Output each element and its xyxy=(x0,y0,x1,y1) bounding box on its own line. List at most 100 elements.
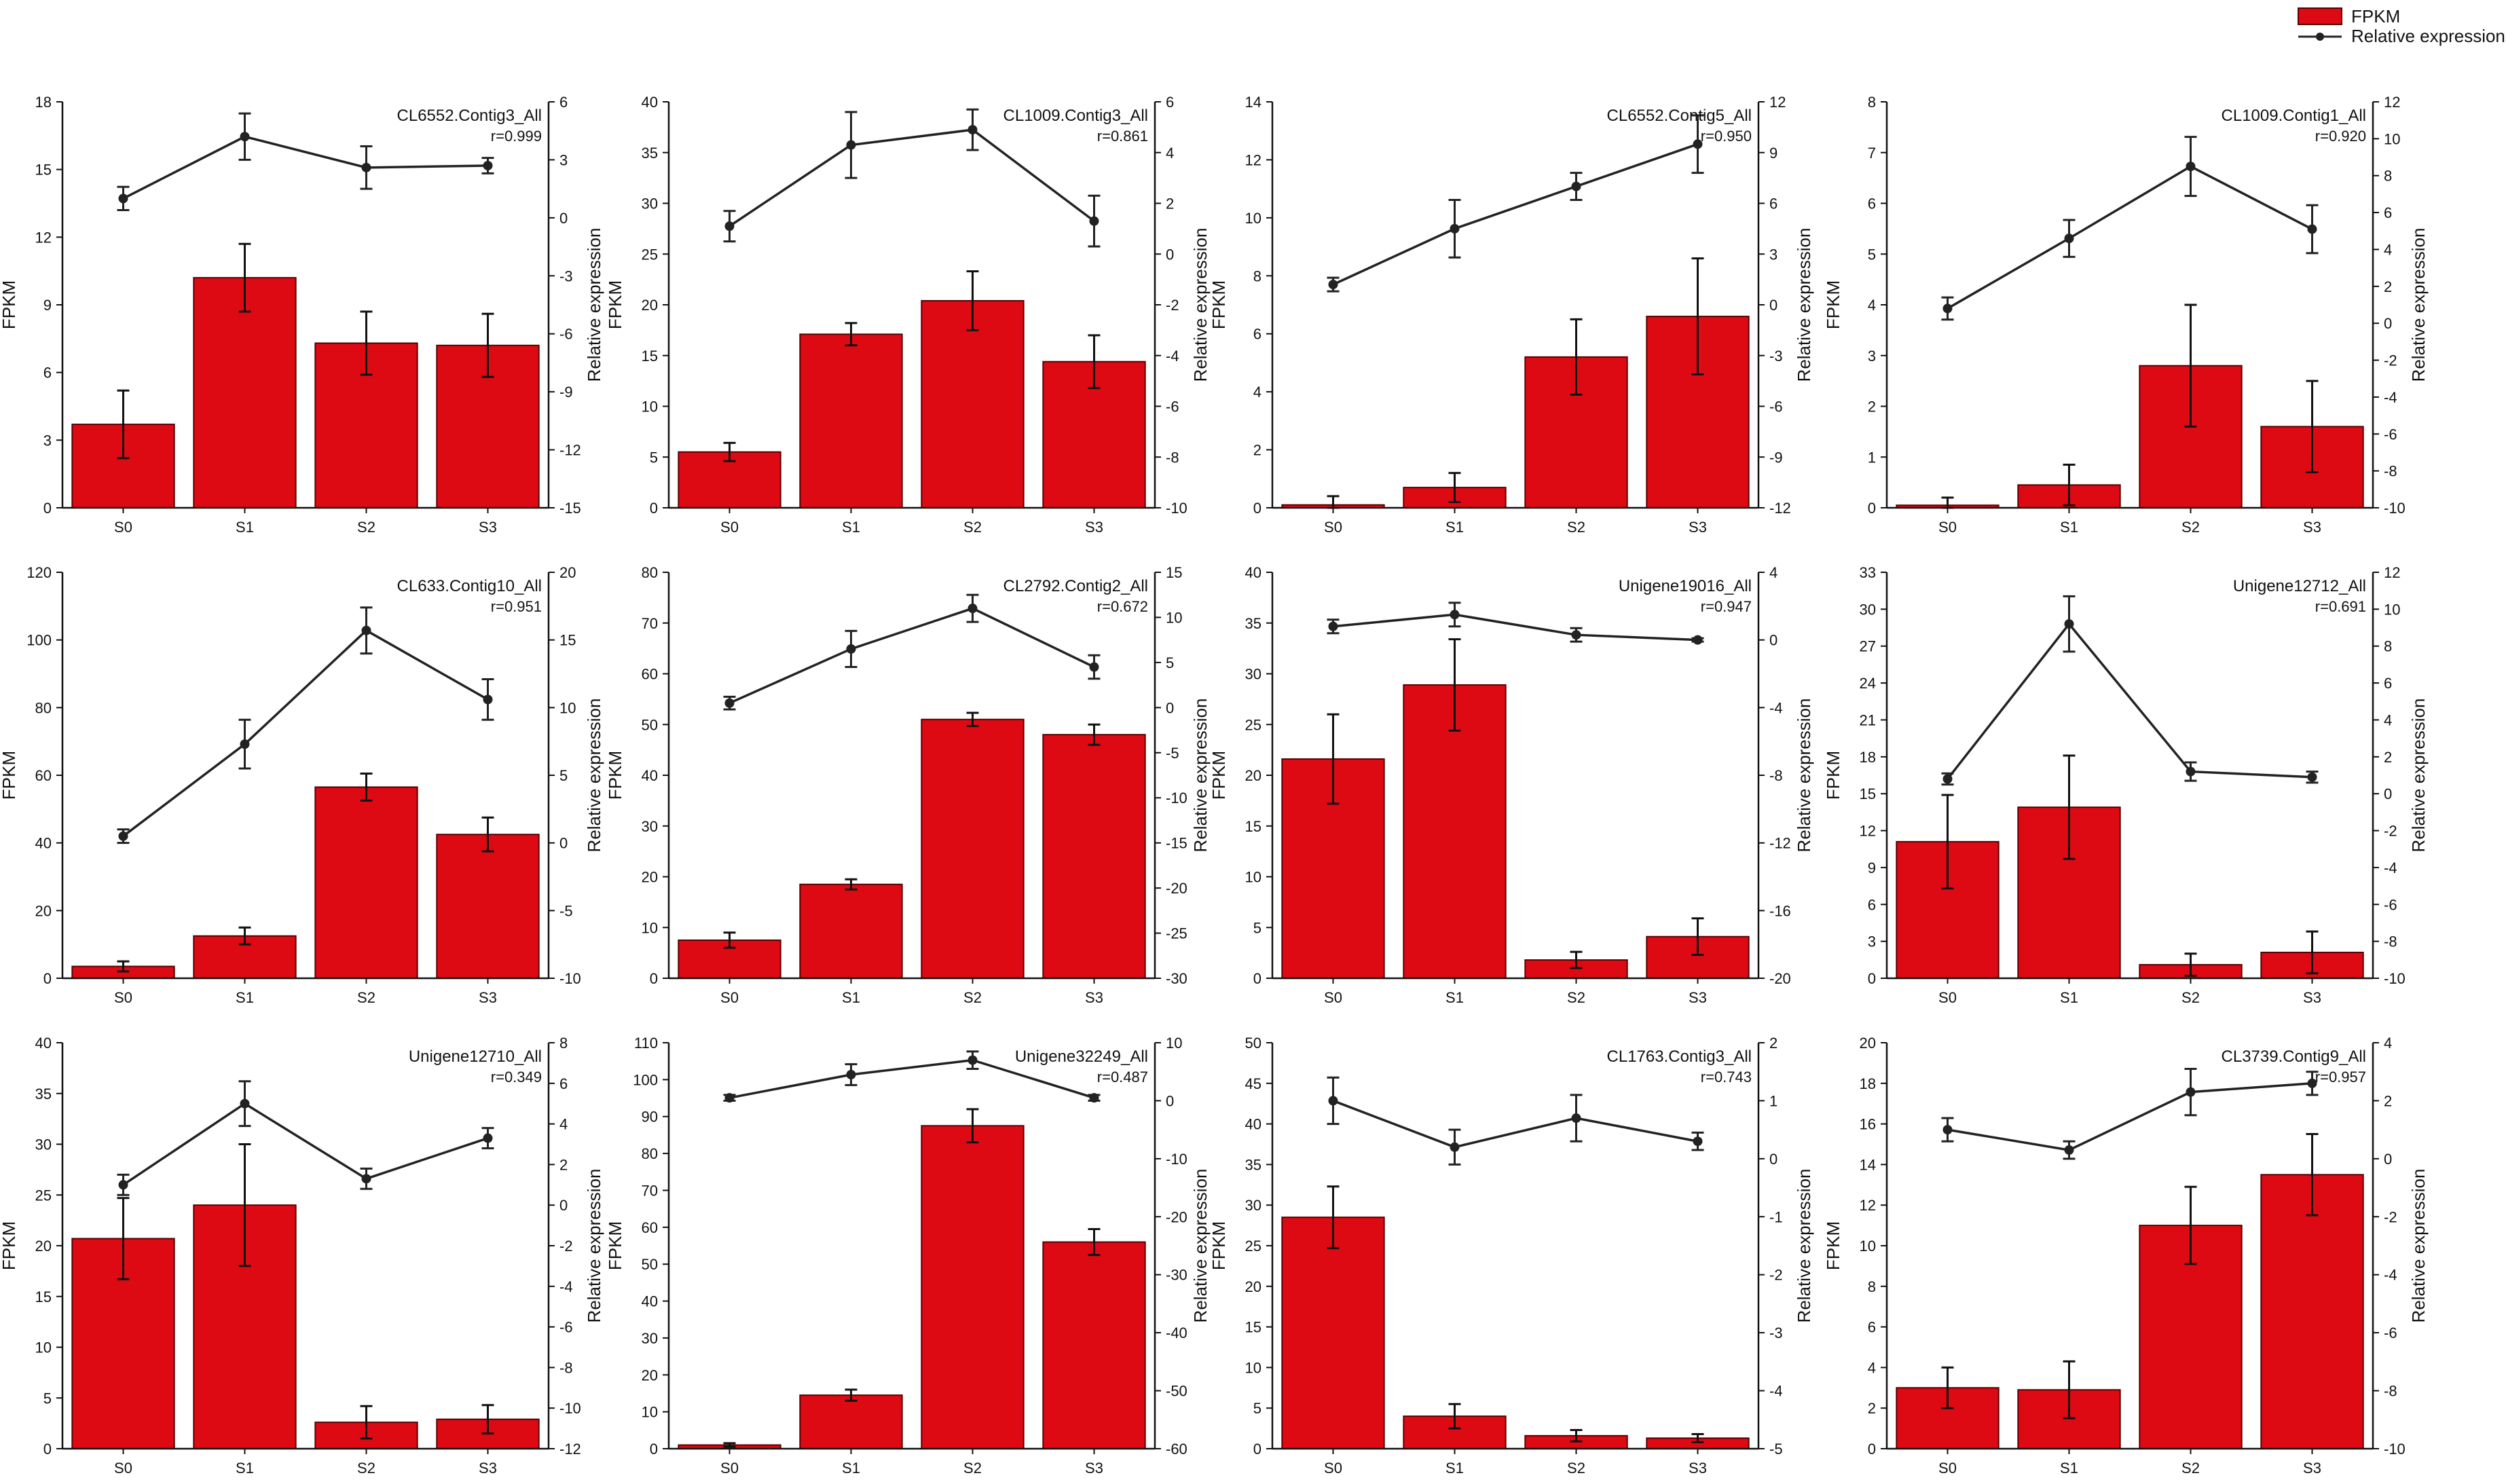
y2-axis-title: Relative expression xyxy=(584,228,604,382)
left-tick-label: 12 xyxy=(1860,823,1876,840)
line-point-S2 xyxy=(968,125,978,135)
right-tick-label: -10 xyxy=(559,1400,581,1417)
right-tick-label: 12 xyxy=(2384,94,2400,111)
right-tick-label: 12 xyxy=(2384,564,2400,581)
left-tick-label: 15 xyxy=(35,1288,52,1305)
x-tick-label: S1 xyxy=(2060,519,2078,536)
x-tick-label: S2 xyxy=(357,519,375,536)
left-tick-label: 35 xyxy=(1245,615,1261,632)
left-tick-label: 12 xyxy=(1860,1197,1876,1214)
relative-expression-line xyxy=(1947,165,2313,310)
left-tick-label: 40 xyxy=(35,1035,52,1052)
right-tick-label: 10 xyxy=(2384,130,2400,147)
left-tick-label: 100 xyxy=(26,632,52,649)
correlation-label: r=0.920 xyxy=(2315,128,2366,145)
right-tick-label: 3 xyxy=(1769,246,1777,263)
left-tick-label: 0 xyxy=(43,970,52,987)
line-point-S1 xyxy=(846,140,856,150)
x-tick-label: S1 xyxy=(236,1460,254,1477)
x-tick-label: S3 xyxy=(479,1460,497,1477)
bar-S2 xyxy=(921,300,1025,508)
right-tick-label: 0 xyxy=(559,835,568,852)
left-tick-label: 20 xyxy=(35,1238,52,1255)
y2-axis-title: Relative expression xyxy=(1794,228,1814,382)
right-tick-label: -2 xyxy=(559,1238,573,1255)
right-tick-label: 6 xyxy=(559,1075,568,1092)
left-tick-label: 5 xyxy=(1253,1400,1261,1417)
x-tick-label: S0 xyxy=(1938,519,1957,536)
right-tick-label: -10 xyxy=(2384,970,2406,987)
line-point-S0 xyxy=(1328,621,1338,631)
correlation-label: r=0.957 xyxy=(2315,1069,2366,1086)
line-point-S2 xyxy=(1571,630,1581,640)
chart-panel-10: 0102030405060708090100110-60-50-40-30-20… xyxy=(605,1035,1211,1477)
line-point-S0 xyxy=(118,831,128,841)
x-tick-label: S1 xyxy=(1445,989,1464,1006)
right-tick-label: 0 xyxy=(1166,699,1174,716)
line-point-S0 xyxy=(724,221,735,231)
right-tick-label: -2 xyxy=(2384,823,2397,840)
left-tick-label: 5 xyxy=(1253,919,1261,936)
line-point-S0 xyxy=(118,193,128,204)
chart-panel-1: 0 3 6 9 12 15 18 -15 -12 -9 -6 -3 0 3 6 S0 S1 S2 S3 FPKM Rel… xyxy=(0,94,604,536)
left-tick-label: 4 xyxy=(1868,1359,1876,1376)
y-axis-title: FPKM xyxy=(0,751,19,800)
y2-axis-title: Relative expression xyxy=(1190,228,1211,382)
left-tick-label: 10 xyxy=(35,1339,52,1356)
line-point-S2 xyxy=(361,162,371,172)
bar-S2 xyxy=(921,1125,1025,1450)
x-tick-label: S1 xyxy=(2060,989,2078,1006)
left-tick-label: 0 xyxy=(650,500,658,517)
right-tick-label: -10 xyxy=(1166,500,1187,517)
x-tick-label: S2 xyxy=(963,989,982,1006)
x-tick-label: S3 xyxy=(1085,519,1103,536)
right-tick-label: -4 xyxy=(1769,1383,1783,1400)
left-tick-label: 15 xyxy=(1245,1319,1261,1336)
x-tick-label: S3 xyxy=(1689,519,1707,536)
right-tick-label: -5 xyxy=(559,902,573,919)
line-point-S1 xyxy=(240,132,250,142)
line-point-S0 xyxy=(1942,1125,1953,1135)
right-tick-label: -3 xyxy=(1769,1324,1783,1341)
y-axis-title: FPKM xyxy=(1823,1221,1843,1270)
left-tick-label: 20 xyxy=(642,869,658,886)
line-point-S1 xyxy=(1450,610,1460,620)
right-tick-label: -1 xyxy=(1769,1208,1783,1225)
left-tick-label: 10 xyxy=(1245,210,1261,227)
relative-expression-line xyxy=(1947,1082,2312,1151)
right-tick-label: 0 xyxy=(1166,1092,1174,1109)
line-point-S0 xyxy=(1328,280,1338,290)
left-tick-label: 60 xyxy=(35,767,52,784)
right-tick-label: 0 xyxy=(1166,246,1174,263)
left-tick-label: 6 xyxy=(43,365,52,382)
right-tick-label: 6 xyxy=(1769,196,1777,212)
left-tick-label: 40 xyxy=(642,1293,658,1310)
right-tick-label: -5 xyxy=(1769,1441,1783,1458)
right-tick-label: 15 xyxy=(559,632,576,649)
right-tick-label: -15 xyxy=(559,500,581,517)
x-tick-label: S3 xyxy=(1085,1460,1103,1477)
line-point-S3 xyxy=(2307,772,2317,782)
right-tick-label: 9 xyxy=(1769,145,1777,162)
right-tick-label: -15 xyxy=(1166,835,1187,852)
legend-line-label: Relative expression xyxy=(2351,26,2505,46)
right-tick-label: -8 xyxy=(2384,463,2397,480)
left-tick-label: 20 xyxy=(35,902,52,919)
right-tick-label: -8 xyxy=(2384,1383,2397,1400)
right-tick-label: -4 xyxy=(2384,859,2397,876)
relative-expression-line xyxy=(729,1058,1095,1099)
left-tick-label: 40 xyxy=(642,767,658,784)
x-tick-label: S2 xyxy=(1567,1460,1585,1477)
right-tick-label: 4 xyxy=(2384,711,2392,728)
bar-S1 xyxy=(799,1394,903,1449)
left-tick-label: 0 xyxy=(1253,970,1261,987)
left-tick-label: 27 xyxy=(1860,638,1876,655)
y2-axis-title: Relative expression xyxy=(2408,1169,2429,1323)
right-tick-label: -9 xyxy=(1769,449,1783,466)
right-tick-label: 2 xyxy=(2384,278,2392,295)
x-tick-label: S1 xyxy=(236,519,254,536)
x-tick-label: S2 xyxy=(357,1460,375,1477)
x-tick-label: S0 xyxy=(114,1460,132,1477)
left-tick-label: 70 xyxy=(642,1182,658,1199)
